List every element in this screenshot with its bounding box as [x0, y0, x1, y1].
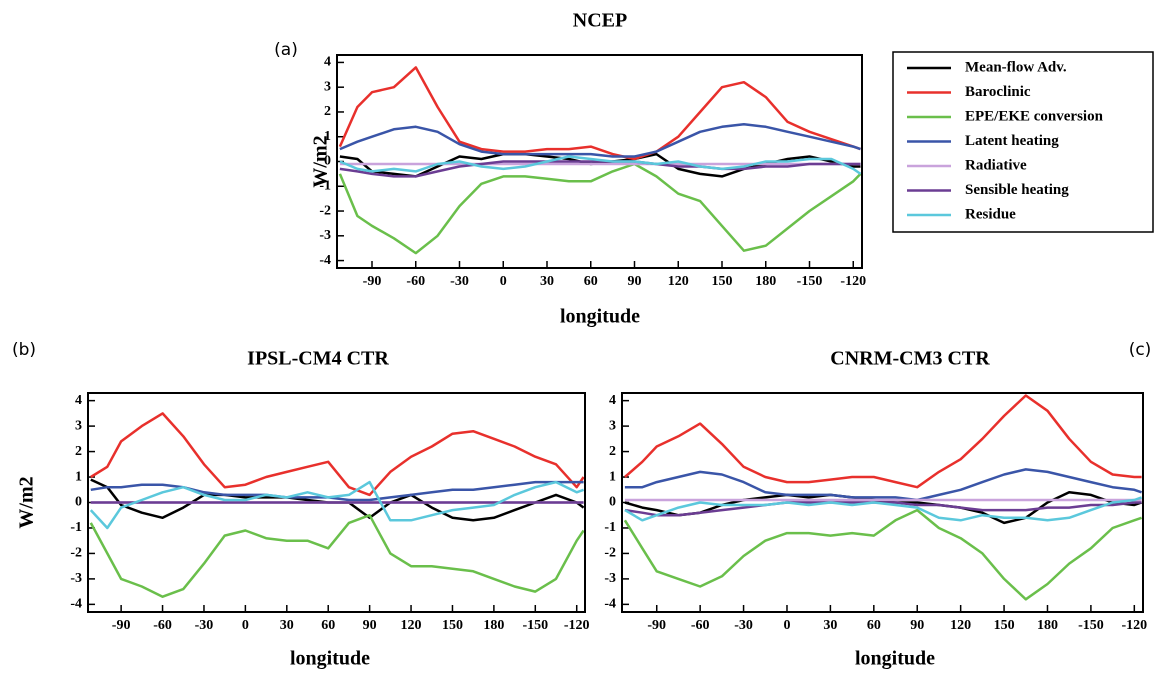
legend-label: Baroclinic	[965, 84, 1031, 100]
x-tick-label: -150	[522, 618, 548, 633]
x-tick-label: 60	[584, 274, 598, 289]
x-tick-label: 30	[540, 274, 554, 289]
panel-label: (a)	[274, 40, 298, 60]
x-tick-label: 0	[783, 618, 790, 633]
y-tick-label: -2	[604, 546, 616, 561]
panel-label: (c)	[1129, 340, 1152, 360]
legend-label: Radiative	[965, 157, 1027, 173]
x-tick-label: -60	[153, 618, 172, 633]
legend-label: EPE/EKE conversion	[965, 108, 1104, 124]
legend-label: Mean-flow Adv.	[965, 59, 1067, 75]
series-line	[338, 162, 862, 255]
series-line	[624, 496, 1143, 522]
y-tick-label: -2	[319, 203, 331, 218]
x-tick-label: 90	[363, 618, 377, 633]
y-tick-label: 4	[324, 55, 331, 70]
x-tick-label: -90	[647, 618, 666, 633]
y-tick-label: 1	[324, 129, 331, 144]
y-tick-label: -4	[604, 597, 616, 612]
y-tick-label: 4	[75, 393, 82, 408]
x-tick-label: 0	[242, 618, 249, 633]
series-line	[624, 468, 1143, 502]
x-tick-label: -90	[363, 274, 382, 289]
y-tick-label: -2	[70, 546, 82, 561]
x-tick-label: 150	[442, 618, 463, 633]
x-axis-label: longitude	[290, 648, 370, 670]
x-tick-label: -30	[734, 618, 753, 633]
y-axis-label: W/m2	[16, 476, 38, 528]
x-tick-label: 120	[950, 618, 971, 633]
x-tick-label: -150	[1078, 618, 1104, 633]
y-tick-label: 4	[609, 393, 616, 408]
y-tick-label: 0	[609, 495, 616, 510]
panel-label: (b)	[12, 340, 36, 360]
y-tick-label: 1	[609, 469, 616, 484]
x-tick-label: 180	[1037, 618, 1058, 633]
x-tick-label: -30	[450, 274, 469, 289]
series-line	[338, 66, 861, 161]
x-tick-label: -120	[564, 618, 590, 633]
y-tick-label: -1	[70, 520, 82, 535]
series-line	[624, 394, 1142, 489]
chart-title: IPSL-CM4 CTR	[247, 348, 389, 370]
x-tick-label: 180	[483, 618, 504, 633]
x-tick-label: 60	[321, 618, 335, 633]
y-tick-label: 2	[75, 444, 82, 459]
x-tick-label: 0	[500, 274, 507, 289]
plot-frame	[621, 392, 1144, 613]
series-line	[90, 412, 585, 497]
series-line	[89, 513, 585, 598]
y-tick-label: -3	[604, 571, 616, 586]
legend-label: Latent heating	[965, 133, 1059, 149]
y-tick-label: 1	[75, 469, 82, 484]
y-tick-label: -3	[70, 571, 82, 586]
x-tick-label: 60	[867, 618, 881, 633]
y-tick-label: 3	[324, 79, 331, 94]
x-tick-label: -120	[840, 274, 866, 289]
y-tick-label: 0	[324, 154, 331, 169]
x-tick-label: -120	[1121, 618, 1147, 633]
series-line	[90, 480, 584, 502]
series-line	[623, 508, 1143, 601]
x-tick-label: 90	[628, 274, 642, 289]
y-tick-label: -3	[319, 228, 331, 243]
x-tick-label: -60	[691, 618, 710, 633]
series-line	[89, 480, 585, 530]
x-tick-label: 90	[910, 618, 924, 633]
x-tick-label: 150	[994, 618, 1015, 633]
y-tick-label: 2	[609, 444, 616, 459]
series-line	[339, 123, 861, 158]
y-tick-label: 3	[75, 418, 82, 433]
plot-frame	[336, 54, 863, 269]
y-tick-label: 0	[75, 495, 82, 510]
x-tick-label: -150	[797, 274, 823, 289]
y-tick-label: 2	[324, 104, 331, 119]
x-tick-label: 120	[401, 618, 422, 633]
x-axis-label: longitude	[855, 648, 935, 670]
y-tick-label: -1	[604, 520, 616, 535]
y-tick-label: -1	[319, 178, 331, 193]
x-tick-label: -30	[195, 618, 214, 633]
y-tick-label: 3	[609, 418, 616, 433]
x-tick-label: 150	[712, 274, 733, 289]
x-axis-label: longitude	[560, 306, 640, 328]
x-tick-label: 180	[755, 274, 776, 289]
x-tick-label: 30	[280, 618, 294, 633]
x-tick-label: 120	[668, 274, 689, 289]
y-tick-label: -4	[70, 597, 82, 612]
y-tick-label: -4	[319, 253, 331, 268]
legend-label: Residue	[965, 206, 1016, 222]
chart-title: NCEP	[573, 10, 627, 32]
x-tick-label: -90	[112, 618, 131, 633]
x-tick-label: 30	[823, 618, 837, 633]
chart-title: CNRM-CM3 CTR	[830, 348, 990, 370]
series-line	[339, 155, 862, 175]
x-tick-label: -60	[406, 274, 425, 289]
y-axis-label: W/m2	[310, 135, 332, 187]
legend-label: Sensible heating	[965, 182, 1069, 198]
plot-frame	[87, 392, 586, 613]
